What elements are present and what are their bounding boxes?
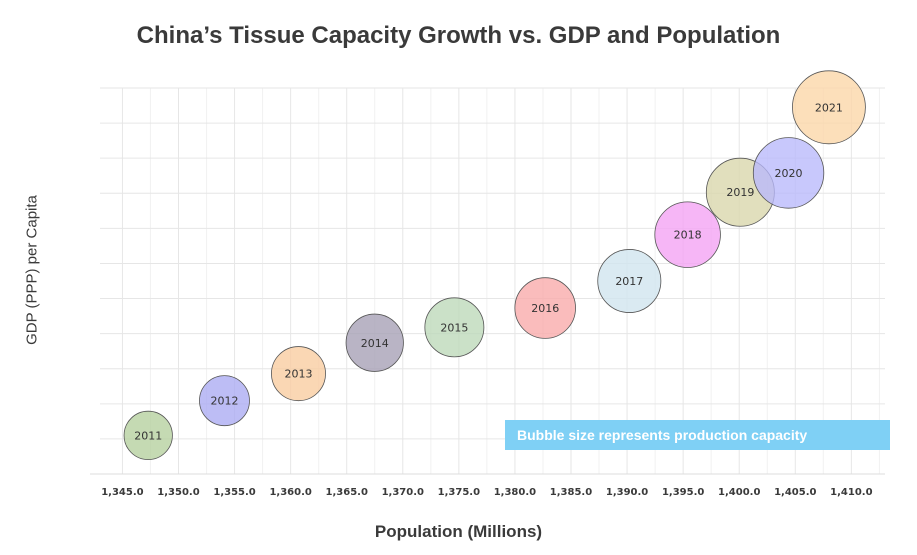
bubbles: 2011 2012 2013 2014 2015 2016 2017 2018 2019 2020… xyxy=(123,70,866,460)
x-tick-label: 1,375.0 xyxy=(438,487,480,498)
x-tick-label: 1,385.0 xyxy=(550,487,592,498)
bubble-2013: 2013 xyxy=(271,346,326,402)
x-tick-label: 1,380.0 xyxy=(494,487,536,498)
bubble-2011: 2011 xyxy=(123,410,173,460)
x-tick-label: 1,390.0 xyxy=(606,487,648,498)
bubble-label: 2015 xyxy=(440,321,468,334)
bubble-2020: 2020 xyxy=(752,137,825,209)
x-tick-label: 1,395.0 xyxy=(662,487,704,498)
bubble-2016: 2016 xyxy=(514,277,576,339)
x-tick-label: 1,365.0 xyxy=(326,487,368,498)
bubble-circle xyxy=(514,277,576,339)
bubble-circle xyxy=(752,137,825,209)
bubble-label: 2014 xyxy=(361,337,389,350)
bubble-circle xyxy=(597,249,662,313)
bubble-label: 2018 xyxy=(674,229,702,242)
bubble-size-note: Bubble size represents production capaci… xyxy=(505,420,890,450)
x-axis-title: Population (Millions) xyxy=(374,522,543,541)
x-tick-label: 1,400.0 xyxy=(718,487,760,498)
x-tick-label: 1,355.0 xyxy=(213,487,255,498)
x-tick-label: 1,345.0 xyxy=(101,487,143,498)
bubble-2014: 2014 xyxy=(345,313,404,372)
x-tick-label: 1,405.0 xyxy=(774,487,816,498)
bubble-circle xyxy=(792,70,866,145)
bubble-label: 2012 xyxy=(210,395,238,408)
bubble-label: 2019 xyxy=(726,186,754,199)
bubble-2012: 2012 xyxy=(199,375,250,427)
chart-title: China’s Tissue Capacity Growth vs. GDP a… xyxy=(136,22,781,49)
bubble-circle xyxy=(271,346,326,402)
grid-lines xyxy=(90,87,885,475)
bubble-2021: 2021 xyxy=(792,70,866,145)
bubble-label: 2021 xyxy=(815,101,843,114)
bubble-2018: 2018 xyxy=(654,201,721,268)
x-tick-label: 1,370.0 xyxy=(382,487,424,498)
bubble-label: 2016 xyxy=(531,302,559,315)
bubble-circle xyxy=(654,201,721,268)
x-tick-label: 1,350.0 xyxy=(157,487,199,498)
x-tick-label: 1,410.0 xyxy=(830,487,872,498)
bubble-2017: 2017 xyxy=(597,249,662,313)
bubble-circle xyxy=(123,410,173,460)
bubble-label: 2020 xyxy=(775,167,803,180)
bubble-circle xyxy=(345,313,404,372)
x-tick-label: 1,360.0 xyxy=(269,487,311,498)
bubble-label: 2017 xyxy=(615,275,643,288)
bubble-2015: 2015 xyxy=(424,297,485,358)
bubble-circle xyxy=(199,375,250,427)
bubble-label: 2011 xyxy=(134,429,162,442)
bubble-label: 2013 xyxy=(284,368,312,381)
x-tick-labels: 1,345.0 1,350.0 1,355.0 1,360.0 1,365.0 1,370… xyxy=(101,487,872,498)
bubble-circle xyxy=(424,297,485,358)
